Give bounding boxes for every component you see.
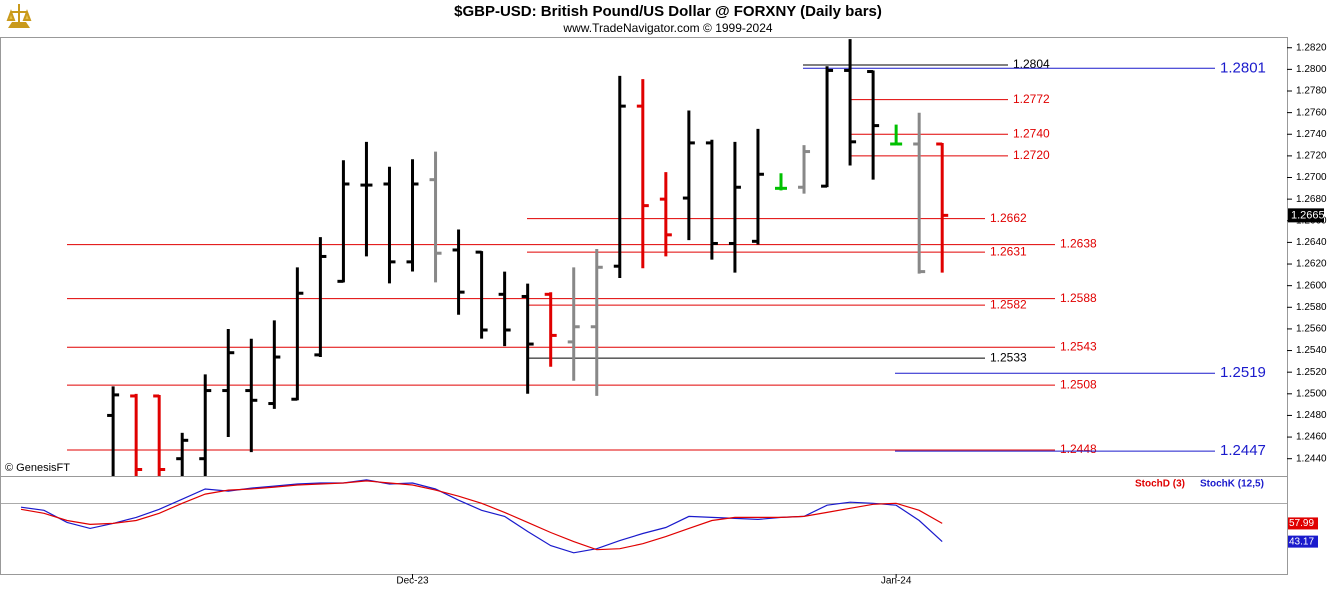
y-tick-label: 1.2780 [1296,86,1327,97]
level-label: 1.2582 [990,297,1027,311]
last-value-box [1288,517,1318,530]
logo [6,4,32,28]
y-tick-label: 1.2640 [1296,237,1327,248]
y-tick-label: 1.2540 [1296,345,1327,356]
x-tick-label: Dec-23 [396,576,429,587]
plot-frame [0,37,1288,575]
level-label: 1.2447 [1220,442,1266,459]
stoch-panel [20,479,943,554]
level-label: 1.2448 [1060,442,1097,456]
level-label: 1.2519 [1220,364,1266,381]
level-label: 1.2801 [1220,59,1266,76]
y-tick-label: 1.2620 [1296,259,1327,270]
level-label: 1.2631 [990,244,1027,258]
level-label: 1.2508 [1060,377,1097,391]
chart-subtitle: www.TradeNavigator.com © 1999-2024 [562,21,772,35]
y-tick-label: 1.2700 [1296,172,1327,183]
level-label: 1.2804 [1013,57,1050,71]
axes: 1.2440 1.2460 1.2480 1.2500 1.2520 1.2540 1.25… [396,42,1327,586]
level-label: 1.2740 [1013,126,1050,140]
y-tick-label: 1.2520 [1296,367,1327,378]
level-label: 1.2588 [1060,291,1097,305]
chart-title: $GBP-USD: British Pound/US Dollar @ FORX… [454,3,882,20]
y-tick-label: 1.2500 [1296,388,1327,399]
y-tick-label: 1.2440 [1296,453,1327,464]
last-value-label: 57.99 [1289,518,1314,529]
stoch-line [20,480,943,551]
level-label: 1.2720 [1013,148,1050,162]
y-tick-label: 1.2760 [1296,107,1327,118]
level-label: 1.2662 [990,211,1027,225]
y-tick-label: 1.2560 [1296,324,1327,335]
last-price-label: 1.2665 [1291,209,1325,221]
level-label: 1.2533 [990,350,1027,364]
legend-entry: StochK (12,5) [1200,479,1264,490]
y-tick-label: 1.2740 [1296,129,1327,140]
legend-entry: StochD (3) [1135,479,1185,490]
y-tick-label: 1.2460 [1296,432,1327,443]
y-tick-label: 1.2800 [1296,64,1327,75]
y-tick-label: 1.2680 [1296,194,1327,205]
y-tick-label: 1.2480 [1296,410,1327,421]
y-tick-label: 1.2600 [1296,280,1327,291]
watermark: © GenesisFT [5,462,70,474]
level-label: 1.2638 [1060,237,1097,251]
level-label: 1.2772 [1013,92,1050,106]
level-label: 1.2543 [1060,339,1097,353]
last-price-box [1288,208,1324,223]
last-value-label: 43.17 [1289,536,1314,547]
last-value-box [1288,535,1318,548]
y-tick-label: 1.2580 [1296,302,1327,313]
price-panel: 1.2804 1.2801 1.2772 1.2740 1.2720 1.2662 1.26… [67,39,1266,476]
x-tick-label: Jan-24 [881,576,912,587]
y-tick-label: 1.2720 [1296,151,1327,162]
y-tick-label: 1.2820 [1296,42,1327,53]
